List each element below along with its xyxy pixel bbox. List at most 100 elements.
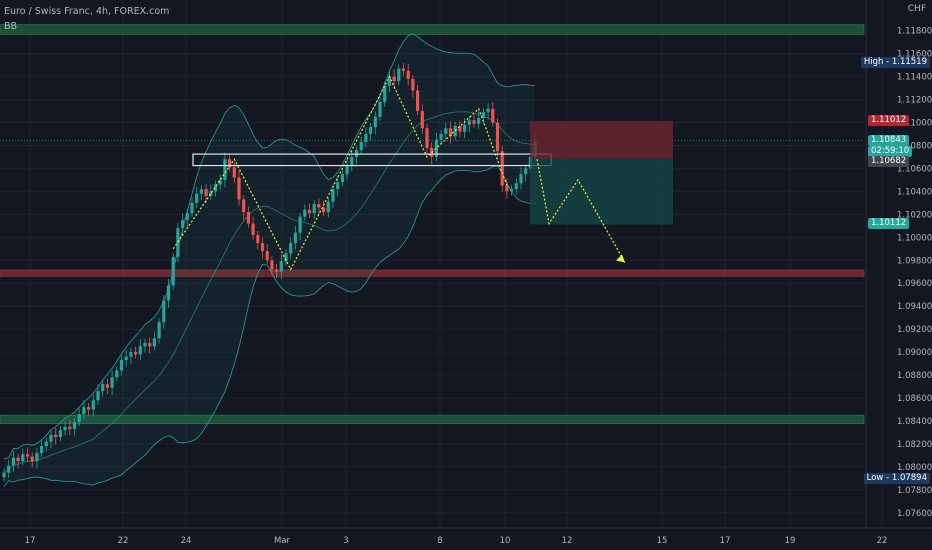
- candle-body[interactable]: [425, 128, 429, 148]
- candle-body[interactable]: [101, 384, 105, 392]
- candle-body[interactable]: [448, 128, 453, 137]
- candle-body[interactable]: [181, 220, 185, 229]
- candle-body[interactable]: [63, 426, 67, 431]
- candle-body[interactable]: [467, 120, 471, 125]
- candle-body[interactable]: [444, 128, 448, 134]
- candle-body[interactable]: [54, 434, 58, 438]
- candle-body[interactable]: [105, 384, 109, 388]
- candle-body[interactable]: [30, 456, 34, 462]
- candle-body[interactable]: [49, 434, 53, 442]
- candle-body[interactable]: [510, 189, 514, 192]
- candle-body[interactable]: [293, 232, 297, 244]
- candle-body[interactable]: [477, 117, 481, 124]
- candle-body[interactable]: [401, 68, 406, 71]
- candle-body[interactable]: [72, 422, 77, 429]
- candle-body[interactable]: [44, 441, 48, 447]
- candle-body[interactable]: [453, 125, 457, 137]
- candle-body[interactable]: [406, 70, 410, 79]
- candle-body[interactable]: [218, 179, 222, 185]
- pattern-line[interactable]: [172, 75, 508, 271]
- candle-body[interactable]: [364, 134, 368, 143]
- candle-body[interactable]: [463, 124, 467, 132]
- candle-body[interactable]: [129, 352, 133, 357]
- candle-body[interactable]: [434, 139, 438, 157]
- candle-body[interactable]: [256, 235, 260, 244]
- candle-body[interactable]: [472, 120, 476, 124]
- candle-body[interactable]: [387, 76, 391, 86]
- candle-body[interactable]: [138, 346, 142, 355]
- candle-body[interactable]: [110, 377, 114, 388]
- candle-body[interactable]: [58, 430, 62, 438]
- candle-body[interactable]: [331, 189, 335, 202]
- candle-body[interactable]: [378, 101, 382, 117]
- candle-body[interactable]: [162, 300, 166, 323]
- candle-body[interactable]: [369, 127, 373, 134]
- candle-body[interactable]: [16, 457, 20, 462]
- candle-body[interactable]: [265, 251, 269, 261]
- candle-body[interactable]: [237, 177, 241, 200]
- indicator-label[interactable]: BB: [4, 21, 18, 32]
- candle-body[interactable]: [115, 370, 119, 378]
- candle-body[interactable]: [284, 253, 288, 262]
- candle-body[interactable]: [35, 453, 39, 462]
- candle-body[interactable]: [270, 260, 274, 270]
- candle-body[interactable]: [289, 243, 293, 254]
- candle-body[interactable]: [345, 164, 349, 175]
- candle-body[interactable]: [176, 228, 180, 257]
- candle-body[interactable]: [307, 209, 312, 214]
- candle-body[interactable]: [87, 407, 91, 410]
- candle-body[interactable]: [157, 322, 161, 339]
- candle-body[interactable]: [148, 342, 152, 347]
- candle-body[interactable]: [77, 414, 81, 423]
- candle-body[interactable]: [190, 202, 194, 214]
- candle-body[interactable]: [246, 212, 250, 224]
- candle-body[interactable]: [7, 465, 11, 473]
- candle-body[interactable]: [152, 338, 156, 347]
- take-profit-area[interactable]: [530, 159, 673, 225]
- candle-body[interactable]: [336, 182, 340, 190]
- candle-body[interactable]: [134, 352, 138, 355]
- candle-body[interactable]: [392, 76, 396, 82]
- candle-body[interactable]: [420, 111, 424, 129]
- candle-body[interactable]: [416, 90, 420, 112]
- candle-body[interactable]: [322, 207, 326, 213]
- candle-body[interactable]: [439, 134, 443, 140]
- candle-body[interactable]: [260, 243, 265, 252]
- candle-body[interactable]: [279, 261, 283, 272]
- candle-body[interactable]: [491, 108, 495, 123]
- candle-body[interactable]: [124, 356, 128, 361]
- candle-body[interactable]: [303, 209, 307, 217]
- candle-body[interactable]: [185, 213, 189, 221]
- candle-body[interactable]: [213, 184, 218, 192]
- candle-body[interactable]: [223, 159, 227, 180]
- candle-body[interactable]: [2, 472, 6, 478]
- candle-body[interactable]: [514, 183, 518, 190]
- candle-body[interactable]: [486, 108, 490, 113]
- candle-body[interactable]: [96, 391, 100, 401]
- candle-body[interactable]: [251, 223, 255, 236]
- candle-body[interactable]: [359, 142, 363, 151]
- candle-body[interactable]: [312, 204, 316, 214]
- candle-body[interactable]: [495, 122, 500, 152]
- candle-body[interactable]: [25, 454, 30, 457]
- candle-body[interactable]: [326, 201, 330, 213]
- candle-body[interactable]: [350, 156, 354, 165]
- candle-body[interactable]: [40, 446, 44, 454]
- candle-body[interactable]: [21, 454, 25, 462]
- candle-body[interactable]: [242, 199, 246, 213]
- candle-body[interactable]: [166, 285, 171, 301]
- stop-loss-area[interactable]: [530, 121, 673, 160]
- candle-body[interactable]: [82, 407, 86, 415]
- candle-body[interactable]: [119, 360, 124, 371]
- candle-body[interactable]: [209, 191, 213, 196]
- candle-body[interactable]: [232, 167, 236, 178]
- projection-path[interactable]: [536, 159, 626, 263]
- candle-body[interactable]: [228, 159, 232, 168]
- candle-body[interactable]: [91, 400, 95, 410]
- candle-body[interactable]: [505, 185, 509, 192]
- symbol-title[interactable]: Euro / Swiss Franc, 4h, FOREX.com: [4, 6, 170, 17]
- candle-body[interactable]: [458, 125, 462, 132]
- candle-body[interactable]: [383, 85, 387, 102]
- candle-body[interactable]: [340, 174, 344, 183]
- candle-body[interactable]: [411, 78, 415, 91]
